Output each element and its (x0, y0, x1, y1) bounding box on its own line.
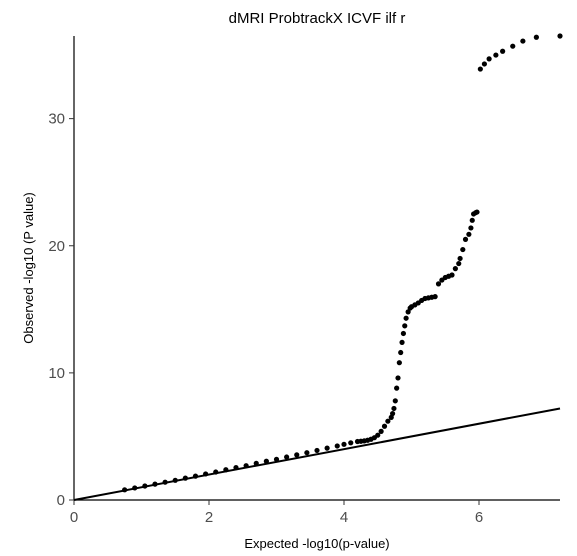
data-point (486, 56, 492, 62)
x-tick-label: 0 (70, 509, 78, 526)
y-axis-title: Observed -log10 (P value) (21, 192, 36, 344)
data-point (378, 428, 384, 434)
data-point (243, 463, 249, 469)
data-point (273, 456, 280, 462)
data-point (253, 460, 259, 466)
data-point (474, 209, 480, 215)
data-point (391, 405, 397, 412)
data-point (468, 225, 474, 231)
y-tick-label: 10 (48, 365, 65, 382)
data-point (223, 467, 229, 473)
data-point (334, 443, 340, 449)
data-point (213, 469, 219, 475)
data-point (192, 473, 199, 479)
chart-title: dMRI ProbtrackX ICVF ilf r (229, 10, 406, 27)
y-tick-label: 0 (57, 492, 65, 509)
data-point (233, 464, 239, 471)
data-point (462, 236, 469, 242)
data-point (510, 43, 516, 49)
data-point (172, 477, 178, 483)
data-point (142, 483, 148, 489)
data-point (132, 485, 138, 491)
data-point (162, 479, 168, 485)
data-point (403, 315, 409, 321)
x-tick-label: 6 (475, 509, 483, 526)
data-point (460, 246, 466, 253)
data-point (405, 309, 411, 315)
data-point (375, 432, 381, 438)
data-point (520, 38, 526, 44)
data-point (294, 452, 300, 458)
data-point (348, 440, 354, 446)
x-tick-label: 4 (340, 509, 348, 526)
data-point (500, 48, 506, 54)
data-point (533, 34, 539, 40)
data-point (396, 360, 402, 366)
data-point (152, 481, 158, 487)
data-point (466, 231, 472, 237)
data-point (182, 475, 188, 481)
data-point (493, 52, 499, 58)
data-point (469, 217, 475, 223)
x-axis-title: Expected -log10(p-value) (244, 536, 389, 551)
data-point (456, 260, 462, 267)
data-points (122, 33, 563, 493)
data-point (399, 339, 405, 345)
x-tick-label: 2 (205, 509, 213, 526)
data-point (341, 441, 347, 447)
data-point (263, 458, 269, 464)
data-point (122, 487, 128, 493)
data-point (381, 423, 388, 429)
data-point (284, 454, 290, 460)
data-point (402, 323, 408, 329)
data-point (304, 450, 310, 456)
data-point (203, 471, 209, 477)
y-tick-label: 30 (48, 111, 65, 128)
y-tick-label: 20 (48, 238, 65, 255)
data-point (452, 266, 458, 272)
axis-ticks: 0 2 4 6 0 10 20 30 (48, 111, 483, 526)
data-point (314, 447, 320, 454)
data-point (449, 272, 455, 278)
plot-area: 0 2 4 6 0 10 20 30 (48, 33, 563, 526)
data-point (481, 61, 487, 67)
data-point (557, 33, 563, 39)
data-point (435, 281, 442, 287)
data-point (432, 294, 438, 300)
data-point (324, 445, 330, 451)
data-point (398, 349, 404, 356)
data-point (457, 255, 463, 262)
data-point (477, 66, 483, 72)
data-point (392, 398, 398, 404)
data-point (394, 385, 400, 391)
data-point (400, 330, 406, 337)
data-point (385, 418, 391, 424)
data-point (395, 375, 401, 381)
data-point (390, 410, 396, 417)
